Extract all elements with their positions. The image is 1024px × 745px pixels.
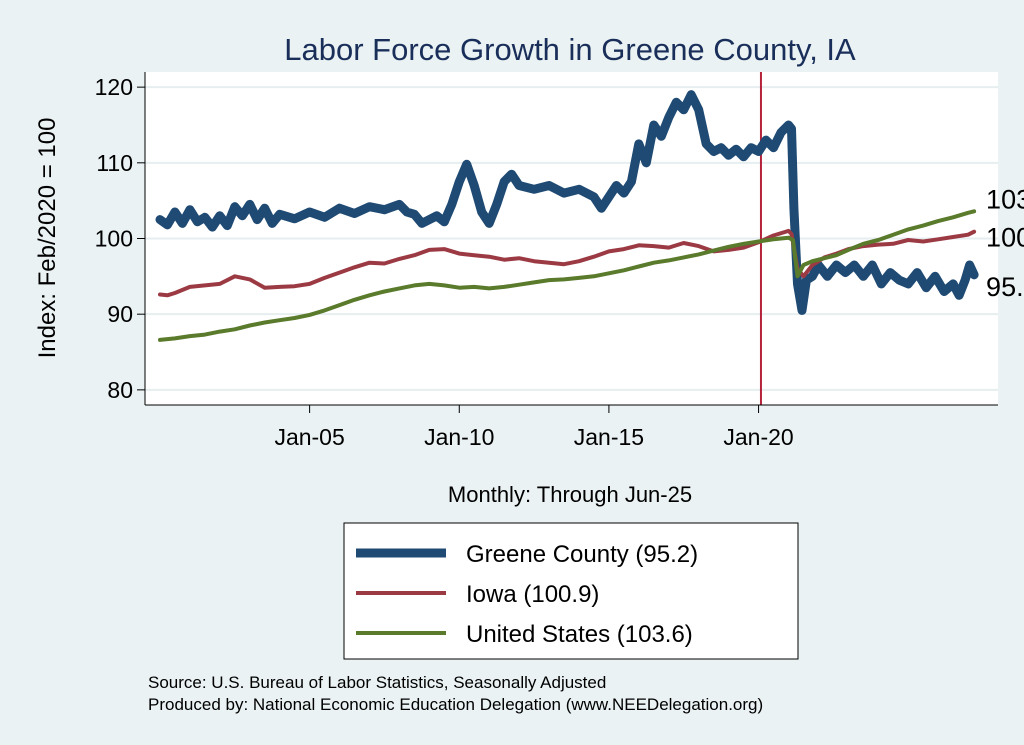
chart-title: Labor Force Growth in Greene County, IA: [284, 32, 856, 67]
end-labels: 95.2 100.9 103.6: [986, 184, 1024, 302]
x-ticks: Jan-05 Jan-10 Jan-15 Jan-20: [274, 405, 794, 450]
x-tick-label-2015: Jan-15: [574, 424, 644, 450]
x-tick-label-2010: Jan-10: [424, 424, 494, 450]
legend-label-iowa: Iowa (100.9): [466, 581, 599, 608]
legend-label-united-states: United States (103.6): [466, 621, 693, 648]
series-line-united-states: [158, 209, 977, 342]
x-tick-label-2020: Jan-20: [723, 424, 793, 450]
legend-label-greene-county: Greene County (95.2): [466, 541, 698, 568]
y-tick-label-100: 100: [95, 226, 133, 252]
source-line: Source: U.S. Bureau of Labor Statistics,…: [148, 673, 606, 692]
y-tick-label-120: 120: [95, 74, 133, 100]
series-line-greene-county: [155, 90, 979, 315]
x-tick-label-2005: Jan-05: [274, 424, 344, 450]
y-tick-label-90: 90: [107, 301, 133, 327]
end-label-iowa: 100.9: [986, 223, 1024, 253]
x-axis-title: Monthly: Through Jun-25: [448, 482, 692, 507]
legend: Greene County (95.2) Iowa (100.9) United S…: [343, 522, 799, 660]
series-group: [155, 90, 979, 342]
y-tick-label-80: 80: [107, 377, 133, 403]
y-axis-title: Index: Feb/2020 = 100: [34, 118, 61, 359]
end-label-greene-county: 95.2: [986, 272, 1024, 302]
producer-line: Produced by: National Economic Education…: [148, 695, 763, 714]
grid: [145, 86, 998, 391]
y-ticks: 80 90 100 110 120: [95, 74, 145, 403]
y-tick-label-110: 110: [96, 150, 133, 176]
end-label-united-states: 103.6: [986, 184, 1024, 214]
